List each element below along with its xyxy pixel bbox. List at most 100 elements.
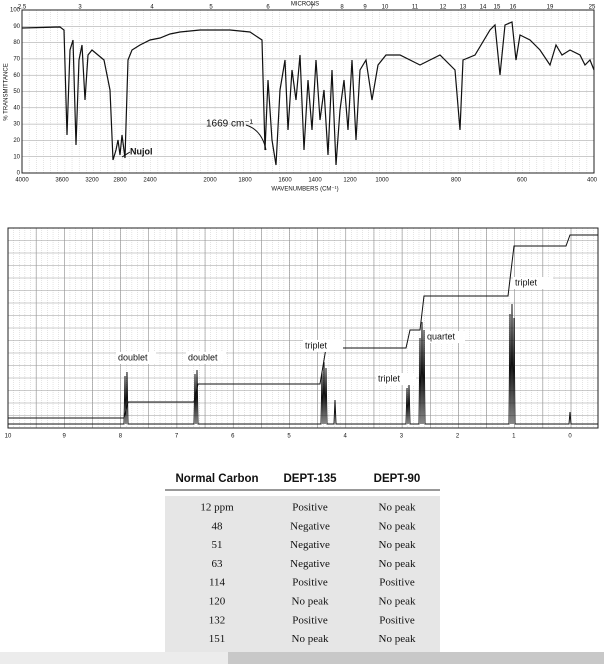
wavenumber-label: 3600 [55,178,69,184]
table-cell: 132 [209,614,226,626]
ir-y-axis-label: % TRANSMITTANCE [4,63,10,120]
wavenumber-label: 1800 [238,178,252,184]
peak-label: triplet [515,277,538,287]
table-cell: No peak [379,539,416,551]
transmittance-label: 0 [17,171,21,177]
transmittance-label: 90 [13,24,20,30]
peak-label: triplet [305,340,328,350]
peak-label: quartet [427,331,456,341]
ppm-label: 5 [287,434,291,440]
table-cell: No peak [379,558,416,570]
table-cell: Positive [292,614,328,626]
transmittance-label: 30 [13,122,20,128]
ir-annotation: Nujol [130,146,153,156]
table-header: DEPT-135 [283,473,337,485]
micron-label: 25 [589,5,596,11]
ppm-label: 4 [344,434,348,440]
micron-label: 14 [480,5,487,11]
micron-label: 3 [78,5,82,11]
micron-label: 6 [266,5,270,11]
table-cell: 48 [212,520,224,532]
micron-label: 16 [510,5,517,11]
ppm-label: 7 [175,434,179,440]
peak-label: doublet [118,352,148,362]
ppm-label: 6 [231,434,235,440]
table-cell: No peak [292,633,329,645]
peak-label-bg [513,277,553,289]
peak-label: doublet [188,352,218,362]
micron-label: 2.5 [18,5,27,11]
ppm-label: 1 [512,434,516,440]
table-cell: Positive [292,577,328,589]
table-cell: Negative [290,520,330,532]
wavenumber-label: 3200 [85,178,99,184]
micron-label: 10 [382,5,389,11]
wavenumber-label: 1200 [343,178,357,184]
table-cell: No peak [379,633,416,645]
table-cell: No peak [379,502,416,514]
ppm-label: 2 [456,434,460,440]
transmittance-label: 60 [13,73,20,79]
micron-label: 13 [460,5,467,11]
wavenumber-label: 400 [587,178,598,184]
peak-label: triplet [378,373,401,383]
ppm-label: 0 [568,434,572,440]
nmr-grid [7,227,598,429]
table-cell: 120 [209,596,226,608]
micron-label: 7 [310,5,314,11]
wavenumber-label: 800 [451,178,462,184]
micron-label: 9 [363,5,367,11]
table-cell: 51 [212,539,223,551]
micron-label: 15 [494,5,501,11]
footer-strip-right [228,652,604,664]
table-cell: Negative [290,539,330,551]
micron-label: 4 [150,5,154,11]
micron-label: 11 [412,5,419,11]
table-body-bg [165,496,440,652]
ppm-label: 9 [63,434,67,440]
ir-annotation: 1669 cm⁻¹ [206,119,254,130]
wavenumber-label: 2400 [143,178,157,184]
footer-strip-left [0,652,228,664]
transmittance-label: 80 [13,40,20,46]
wavenumber-label: 600 [517,178,528,184]
table-cell: 151 [209,633,226,645]
wavenumber-label: 1600 [278,178,292,184]
transmittance-label: 10 [13,154,20,160]
ppm-label: 3 [400,434,404,440]
peak-label-bg [376,373,416,385]
table-cell: 114 [209,577,226,589]
micron-label: 12 [440,5,447,11]
peak-label-bg [186,352,226,364]
ir-grid [21,9,595,174]
table-header: Normal Carbon [175,473,258,485]
ir-arrow [245,124,267,151]
table-cell: Positive [379,577,415,589]
nmr-trace [8,303,598,425]
table-cell: Negative [290,558,330,570]
nujol-arrow [121,151,131,158]
table-cell: Positive [379,614,415,626]
transmittance-label: 40 [13,105,20,111]
ppm-label: 8 [119,434,123,440]
micron-label: 19 [547,5,554,11]
nmr-integral [8,234,598,419]
transmittance-label: 100 [10,8,21,14]
transmittance-label: 70 [13,56,20,62]
ir-trace [21,21,595,166]
table-cell: 63 [212,558,224,570]
micron-label: 5 [209,5,213,11]
peak-label-bg [116,352,156,364]
table-cell: No peak [379,596,416,608]
peak-label-bg [303,340,343,352]
peak-label-bg [425,331,465,343]
ir-x-axis-label: WAVENUMBERS (CM⁻¹) [271,187,338,193]
table-header: DEPT-90 [374,473,421,485]
wavenumber-label: 2800 [113,178,127,184]
ir-frame [21,9,595,174]
table-cell: 12 ppm [200,502,234,514]
transmittance-label: 20 [13,138,20,144]
table-cell: No peak [292,596,329,608]
transmittance-label: 50 [13,89,20,95]
